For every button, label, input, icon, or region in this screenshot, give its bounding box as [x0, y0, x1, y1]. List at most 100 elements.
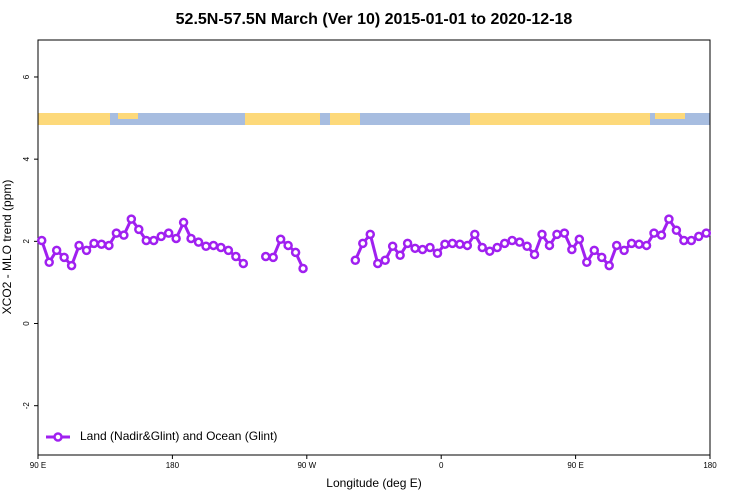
data-point	[89, 238, 99, 249]
data-point	[686, 235, 697, 246]
data-point	[36, 235, 47, 246]
data-point	[701, 228, 712, 238]
x-tick-label: 180	[166, 461, 180, 470]
data-point	[626, 238, 637, 249]
data-point	[201, 241, 211, 252]
data-point	[358, 238, 368, 249]
data-point	[455, 239, 465, 249]
data-point	[186, 233, 196, 244]
data-point	[148, 235, 159, 246]
data-point	[387, 241, 398, 252]
x-axis-label: Longitude (deg E)	[326, 476, 421, 490]
data-point	[96, 239, 107, 249]
y-tick-label: 6	[22, 74, 31, 79]
data-point	[283, 240, 293, 251]
data-point	[260, 251, 271, 262]
data-point	[619, 245, 629, 256]
data-point	[238, 258, 249, 269]
legend-label: Land (Nadir&Glint) and Ocean (Glint)	[80, 429, 277, 443]
data-point	[290, 247, 301, 258]
data-point	[671, 225, 682, 235]
x-tick-label: 90 W	[297, 461, 316, 470]
x-tick-label: 90 E	[567, 461, 583, 470]
data-point	[410, 243, 420, 254]
data-point	[559, 228, 570, 238]
data-point	[440, 239, 450, 249]
data-point	[499, 238, 510, 249]
data-point	[141, 235, 152, 246]
data-point	[163, 228, 174, 238]
data-point	[611, 240, 622, 251]
data-point	[484, 246, 495, 256]
data-point	[178, 217, 189, 228]
data-point	[634, 239, 644, 249]
data-point	[268, 252, 278, 263]
data-point	[380, 255, 390, 265]
y-tick-label: 2	[22, 239, 31, 244]
land-band	[245, 113, 320, 125]
data-point	[694, 231, 704, 242]
data-point	[492, 242, 502, 253]
data-point	[51, 245, 62, 256]
data-point	[44, 257, 54, 268]
data-point	[477, 242, 488, 253]
x-tick-label: 180	[703, 461, 717, 470]
data-point	[275, 234, 286, 245]
data-point	[74, 240, 84, 251]
data-point	[350, 255, 361, 265]
data-point	[574, 234, 585, 245]
land-band	[655, 113, 685, 119]
data-point	[567, 244, 577, 255]
data-point	[193, 237, 204, 247]
data-point	[395, 250, 405, 261]
land-band	[330, 113, 360, 125]
data-point	[134, 224, 144, 235]
data-point	[298, 263, 308, 274]
data-point	[679, 235, 689, 246]
data-point	[432, 248, 443, 259]
data-point	[462, 240, 473, 251]
data-point	[66, 260, 77, 271]
data-point	[81, 245, 92, 256]
data-point	[231, 251, 241, 262]
plot-frame	[37, 39, 711, 456]
data-point	[529, 249, 540, 260]
data-point	[604, 260, 614, 271]
land-band	[470, 113, 650, 125]
y-axis-label: XCO2 - MLO trend (ppm)	[0, 180, 14, 315]
data-point	[507, 235, 517, 246]
data-point	[649, 228, 659, 238]
data-point	[365, 229, 376, 240]
y-tick-label: 0	[22, 321, 31, 326]
data-point	[589, 245, 600, 256]
data-point	[641, 240, 652, 251]
land-ocean-strip	[38, 113, 710, 125]
data-point	[656, 230, 667, 240]
data-point	[111, 228, 122, 238]
chart-title: 52.5N-57.5N March (Ver 10) 2015-01-01 to…	[176, 11, 573, 28]
data-point	[417, 244, 428, 255]
data-point	[514, 237, 525, 247]
y-tick-label: 4	[22, 156, 31, 161]
data-point	[447, 238, 458, 249]
data-point	[552, 229, 562, 240]
data-point	[171, 233, 181, 244]
x-tick-label: 90 E	[30, 461, 46, 470]
data-point	[104, 240, 114, 251]
land-band	[118, 113, 138, 119]
data-point	[425, 242, 435, 253]
data-point	[664, 214, 674, 224]
data-point	[59, 252, 69, 263]
data-point	[544, 240, 555, 251]
data-point	[402, 238, 413, 249]
data-point	[126, 214, 137, 224]
data-point	[372, 258, 383, 269]
data-point	[537, 229, 547, 240]
data-point	[119, 230, 129, 240]
land-band	[38, 113, 110, 125]
x-tick-label: 0	[439, 461, 444, 470]
data-point	[208, 240, 219, 251]
data-point	[470, 229, 480, 240]
y-tick-label: -2	[22, 402, 31, 410]
